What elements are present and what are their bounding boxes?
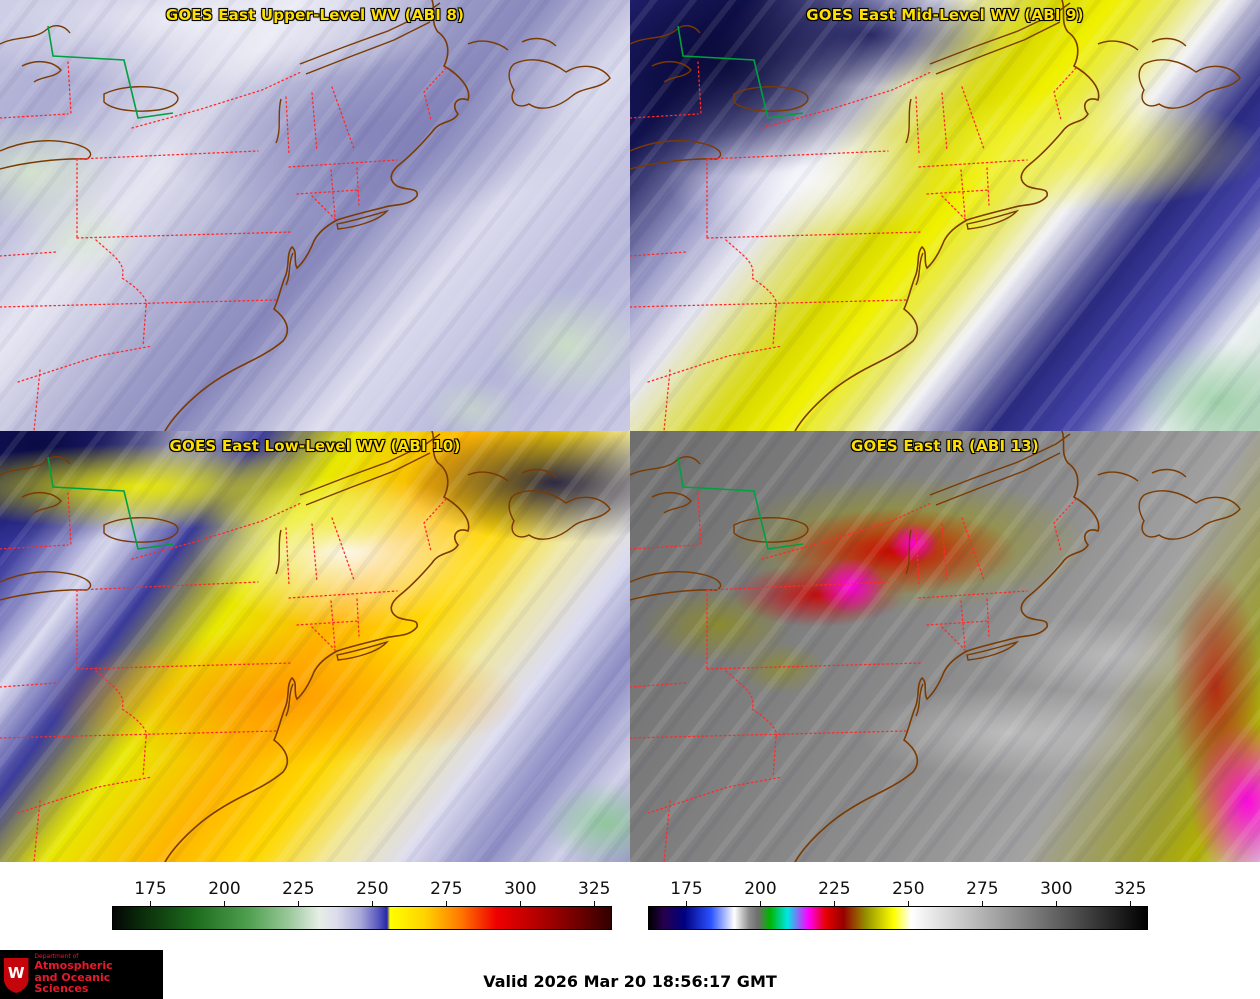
panel-low-level-wv: GOES East Low-Level WV (ABI 10): [0, 431, 630, 862]
colorbar-tick-mark: [982, 901, 984, 906]
colorbar-tick-label: 200: [744, 879, 777, 899]
valid-time-label: Valid 2026 Mar 20 18:56:17 GMT: [483, 972, 777, 991]
satellite-quad-display: GOES East Upper-Level WV (ABI 8) GOES Ea…: [0, 0, 1260, 862]
logo-dept-line: Department of: [34, 953, 79, 961]
colorbar-tick-label: 175: [134, 879, 167, 899]
aos-department-logo[interactable]: W Department of Atmospheric and Oceanic …: [0, 950, 163, 999]
wv-colorbar: 175 200 225 250 275 300 325: [112, 876, 612, 930]
colorbar-tick-mark: [372, 901, 374, 906]
colorbar-tick-mark: [760, 901, 762, 906]
colorbar-tick-label: 275: [966, 879, 999, 899]
colorbar-tick-mark: [446, 901, 448, 906]
legend-footer: 175 200 225 250 275 300 325 175 200 225 250 275 300…: [0, 862, 1260, 999]
ir-colorbar-gradient: [648, 906, 1148, 930]
colorbar-tick-mark: [908, 901, 910, 906]
map-boundaries-overlay: [630, 0, 1241, 431]
colorbar-tick-label: 250: [892, 879, 925, 899]
logo-text: Department of Atmospheric and Oceanic Sc…: [34, 953, 161, 996]
colorbar-tick-label: 250: [356, 879, 389, 899]
colorbar-tick-mark: [1130, 901, 1132, 906]
map-boundaries-overlay: [630, 431, 1241, 862]
colorbar-tick-label: 300: [1040, 879, 1073, 899]
colorbar-tick-mark: [1056, 901, 1058, 906]
panel-title-mid-wv: GOES East Mid-Level WV (ABI 9): [806, 6, 1084, 24]
panel-title-upper-wv: GOES East Upper-Level WV (ABI 8): [165, 6, 465, 24]
logo-line-2: and Oceanic Sciences: [34, 970, 111, 996]
colorbar-tick-label: 175: [670, 879, 703, 899]
colorbar-tick-label: 325: [1114, 879, 1147, 899]
map-boundaries-overlay: [0, 0, 611, 431]
colorbar-tick-mark: [834, 901, 836, 906]
crest-letter: W: [8, 963, 25, 981]
colorbar-tick-label: 225: [282, 879, 315, 899]
colorbar-tick-label: 275: [430, 879, 463, 899]
ir-colorbar-labels: 175 200 225 250 275 300 325: [648, 876, 1148, 906]
uw-crest-icon: W: [3, 957, 29, 993]
map-boundaries-overlay: [0, 431, 611, 862]
ir-colorbar: 175 200 225 250 275 300 325: [648, 876, 1148, 930]
panel-title-ir: GOES East IR (ABI 13): [850, 437, 1039, 455]
colorbar-tick-mark: [150, 901, 152, 906]
logo-line-1: Atmospheric: [34, 959, 113, 973]
colorbar-tick-mark: [594, 901, 596, 906]
panel-title-low-wv: GOES East Low-Level WV (ABI 10): [169, 437, 461, 455]
colorbar-tick-label: 325: [578, 879, 611, 899]
colorbar-tick-label: 200: [208, 879, 241, 899]
colorbar-tick-label: 225: [818, 879, 851, 899]
panel-mid-level-wv: GOES East Mid-Level WV (ABI 9): [630, 0, 1260, 431]
wv-colorbar-labels: 175 200 225 250 275 300 325: [112, 876, 612, 906]
colorbar-tick-mark: [520, 901, 522, 906]
colorbar-tick-label: 300: [504, 879, 537, 899]
panel-ir: GOES East IR (ABI 13): [630, 431, 1260, 862]
colorbar-tick-mark: [224, 901, 226, 906]
colorbar-tick-mark: [686, 901, 688, 906]
colorbar-tick-mark: [298, 901, 300, 906]
wv-colorbar-gradient: [112, 906, 612, 930]
panel-upper-level-wv: GOES East Upper-Level WV (ABI 8): [0, 0, 630, 431]
